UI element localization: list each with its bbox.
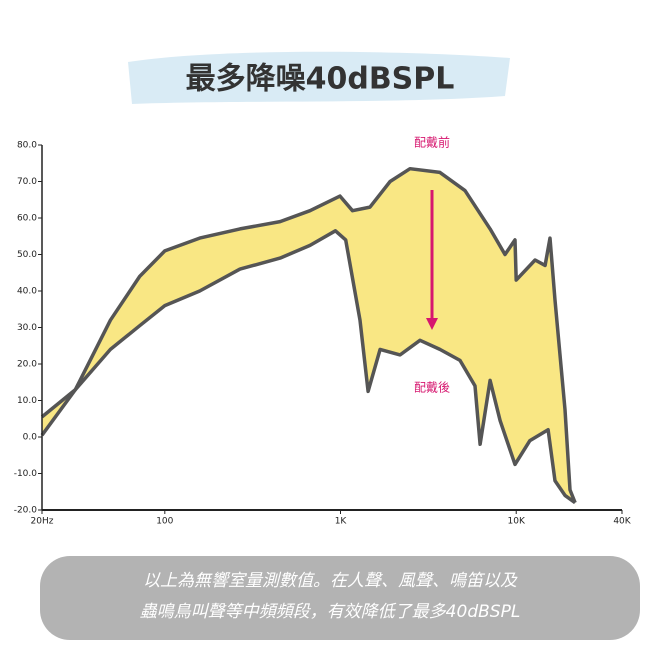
title-brush <box>128 51 510 104</box>
y-tick-label: 40.0 <box>17 287 37 297</box>
chart-title: 最多降噪40dBSPL <box>186 62 455 97</box>
y-tick-label: -20.0 <box>14 506 38 516</box>
caption-line: 蟲鳴鳥叫聲等中頻頻段，有效降低了最多40dBSPL <box>140 602 521 622</box>
caption-line: 以上為無響室量測數值。在人聲、風聲、鳴笛以及 <box>143 571 518 591</box>
x-tick-label: 100 <box>156 517 173 527</box>
x-tick-label: 1K <box>335 517 348 527</box>
series-line <box>40 229 577 505</box>
series-label: 配戴前 <box>414 135 450 150</box>
series-line <box>40 166 577 504</box>
y-tick-label: 80.0 <box>17 141 37 151</box>
y-tick-label: 50.0 <box>17 250 37 260</box>
x-tick-label: 20Hz <box>31 517 54 527</box>
arrow-head <box>426 318 438 330</box>
y-tick-label: 30.0 <box>17 323 37 333</box>
y-tick-label: 0.0 <box>23 433 38 443</box>
caption-box <box>40 556 640 640</box>
series-label: 配戴後 <box>414 380 450 395</box>
band-mask <box>42 230 576 511</box>
y-tick-label: 10.0 <box>17 396 37 406</box>
x-tick-label: 10K <box>508 517 526 527</box>
y-tick-label: -10.0 <box>14 469 38 479</box>
y-tick-label: 60.0 <box>17 214 37 224</box>
y-tick-label: 70.0 <box>17 177 37 187</box>
y-tick-label: 20.0 <box>17 360 37 370</box>
x-tick-label: 40K <box>613 517 631 527</box>
